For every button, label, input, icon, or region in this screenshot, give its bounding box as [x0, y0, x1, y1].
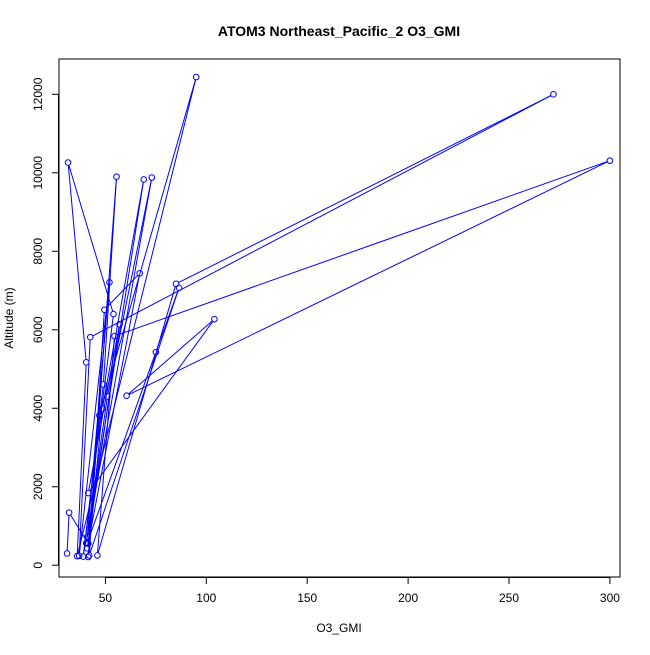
series-0-point-9 — [79, 553, 87, 560]
series-0-segment-7 — [68, 165, 114, 312]
y-tick-label-5: 10000 — [31, 156, 45, 190]
series-0-point-28 — [211, 315, 218, 323]
chart-title: ATOM3 Northeast_Pacific_2 O3_GMI — [218, 23, 460, 39]
series-0-segment-22 — [178, 95, 552, 284]
series-0-point-22 — [550, 91, 557, 98]
series-0-segment-24 — [97, 338, 115, 553]
x-tick-label-1: 100 — [196, 591, 216, 605]
x-axis: 50 100 150 200 250 300 — [99, 577, 620, 605]
y-tick-label-0: 0 — [31, 562, 45, 569]
series-0-segment-16 — [107, 180, 152, 394]
series-0-point-32 — [136, 269, 144, 277]
series-0-point-7 — [64, 159, 72, 166]
series-0-point-30 — [116, 320, 123, 328]
series-0-segment-15 — [86, 399, 108, 541]
series-0-point-29 — [84, 489, 92, 497]
series-0-segment-35 — [156, 290, 179, 350]
y-tick-label-6: 12000 — [31, 77, 45, 111]
series-0-point-3 — [96, 412, 103, 419]
series-0-point-26 — [606, 157, 614, 164]
series-0-segment-32 — [105, 274, 139, 309]
series-0-segment-28 — [89, 321, 214, 492]
series-0-segment-29 — [88, 326, 120, 491]
y-tick-label-2: 4000 — [31, 395, 45, 422]
y-axis: 0 2000 4000 6000 8000 10000 12000 — [31, 77, 59, 569]
series-0-segment-34 — [89, 290, 179, 553]
y-tick-label-3: 6000 — [31, 316, 45, 343]
series-0-point-25 — [111, 332, 118, 340]
x-tick-label-3: 200 — [398, 591, 418, 605]
series-0-segment-20 — [78, 339, 91, 554]
series-0-point-4 — [192, 73, 200, 81]
y-axis-label: Altitude (m) — [2, 287, 16, 348]
y-tick-label-4: 8000 — [31, 238, 45, 265]
x-tick-label-4: 250 — [499, 591, 519, 605]
series-0-point-14 — [140, 176, 148, 183]
y-tick-label-1: 2000 — [31, 473, 45, 500]
series-0-segment-31 — [87, 275, 140, 546]
series-0-segment-33 — [88, 312, 105, 553]
x-tick-label-2: 150 — [297, 591, 317, 605]
series-0-segment-0 — [66, 515, 70, 551]
series-0-segment-26 — [128, 161, 608, 395]
series-layer — [63, 73, 614, 561]
series-0-point-12 — [84, 553, 92, 561]
series-0-point-24 — [94, 552, 101, 559]
series-0-point-20 — [75, 552, 83, 560]
series-0-segment-27 — [128, 320, 213, 395]
series-0-point-21 — [86, 333, 94, 341]
series-0-point-6 — [82, 359, 90, 366]
series-0-point-19 — [106, 278, 113, 286]
series-0-point-0 — [63, 550, 71, 557]
series-0-segment-21 — [92, 95, 552, 337]
series-0-point-35 — [175, 284, 183, 292]
series-0-point-34 — [85, 552, 93, 559]
series-0-segment-5 — [76, 365, 87, 554]
series-0-segment-13 — [102, 182, 144, 406]
series-0-point-37 — [83, 539, 91, 547]
series-0-point-17 — [148, 174, 156, 181]
plot-frame — [58, 58, 621, 578]
series-0-point-8 — [110, 310, 117, 318]
series-0-point-1 — [65, 509, 73, 516]
x-axis-label: O3_GMI — [316, 621, 361, 635]
series-0-segment-25 — [116, 161, 608, 336]
series-0-segment-6 — [67, 165, 87, 360]
x-tick-label-5: 300 — [600, 591, 620, 605]
x-tick-label-0: 50 — [99, 591, 113, 605]
series-0-point-13 — [99, 405, 106, 412]
series-0-point-33 — [101, 306, 108, 314]
series-0-point-11 — [113, 173, 120, 181]
series-0-point-16 — [104, 393, 111, 400]
series-0-point-27 — [123, 392, 130, 400]
series-0-segment-36 — [87, 354, 156, 541]
series-0-point-36 — [152, 348, 160, 356]
series-0-segment-23 — [97, 286, 176, 553]
series-0-point-23 — [172, 280, 180, 288]
series-0-segment-17 — [87, 180, 152, 535]
series-0-segment-30 — [87, 326, 120, 546]
series-0-point-10 — [100, 381, 107, 388]
